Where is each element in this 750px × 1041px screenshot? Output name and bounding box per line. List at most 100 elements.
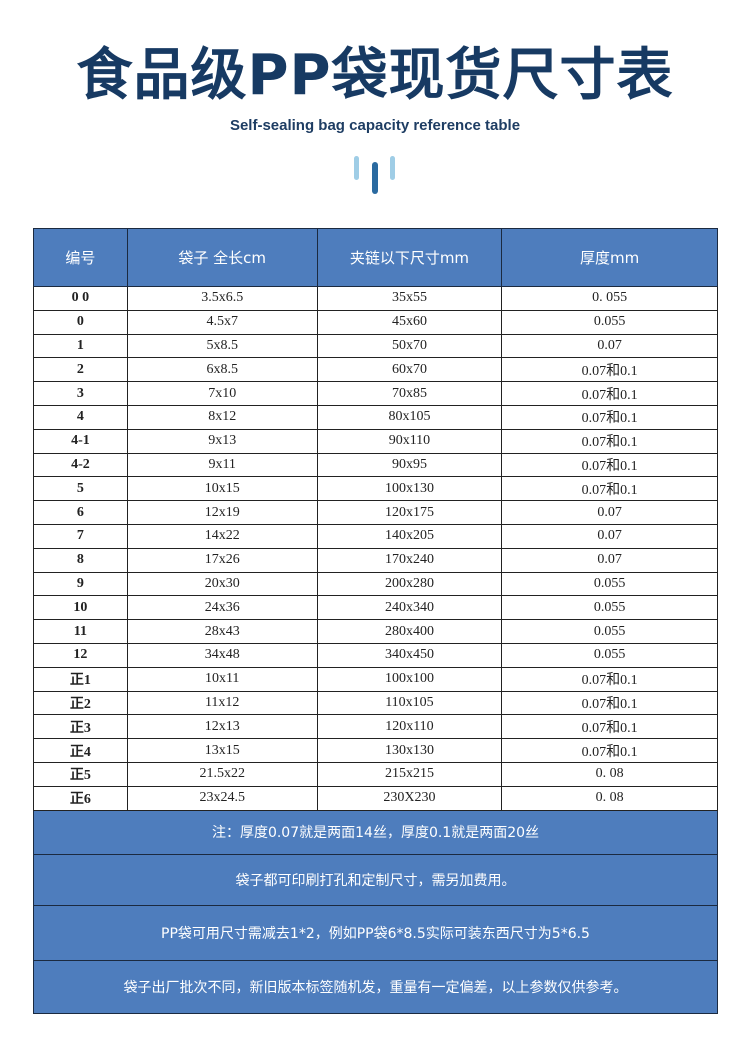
table-row: 11 28x43 280x400 0.055: [33, 619, 718, 644]
table-row: 8 17x26 170x240 0.07: [33, 547, 718, 573]
page-subtitle: Self-sealing bag capacity reference tabl…: [229, 117, 521, 134]
table-row: 4-1 9x13 90x110 0.07和0.1: [33, 428, 718, 454]
note-text: 袋子都可印刷打孔和定制尺寸，需另加费用。: [33, 853, 718, 906]
below-zipper-size-mm-cell: 200x280: [316, 571, 503, 597]
full-size-cm-cell: 17x26: [126, 547, 318, 573]
bag-id-cell: 8: [33, 547, 128, 573]
bag-id-cell: 12: [33, 642, 128, 668]
bag-id-cell: 正6: [33, 785, 128, 811]
table-row: 正5 21.5x22 215x215 0. 08: [33, 761, 718, 787]
full-size-cm-cell: 28x43: [126, 619, 318, 644]
bag-id-cell: 0 0: [33, 286, 128, 311]
full-size-cm-cell: 8x12: [126, 404, 318, 430]
column-header: 编号: [33, 228, 128, 287]
table-row: 9 20x30 200x280 0.055: [33, 571, 718, 597]
thickness-mm-cell: 0.055: [501, 619, 718, 644]
below-zipper-size-mm-cell: 170x240: [316, 547, 503, 573]
below-zipper-size-mm-cell: 100x100: [316, 666, 503, 692]
bag-id-cell: 4-2: [33, 452, 128, 478]
bag-id-cell: 5: [33, 476, 128, 502]
table-row: 7 14x22 140x205 0.07: [33, 523, 718, 549]
note-row: 袋子出厂批次不同，新旧版本标签随机发，重量有一定偏差，以上参数仅供参考。: [33, 959, 718, 1014]
thickness-mm-cell: 0. 055: [501, 286, 718, 311]
full-size-cm-cell: 7x10: [126, 381, 318, 406]
full-size-cm-cell: 5x8.5: [126, 333, 318, 359]
bag-id-cell: 9: [33, 571, 128, 597]
table-row: 正4 13x15 130x130 0.07和0.1: [33, 738, 718, 763]
bag-id-cell: 4-1: [33, 428, 128, 454]
below-zipper-size-mm-cell: 230X230: [316, 785, 503, 811]
note-row: 注：厚度0.07就是两面14丝，厚度0.1就是两面20丝: [33, 809, 718, 855]
note-row: PP袋可用尺寸需减去1*2，例如PP袋6*8.5实际可装东西尺寸为5*6.5: [33, 904, 718, 961]
bag-id-cell: 1: [33, 333, 128, 359]
table-row: 10 24x36 240x340 0.055: [33, 595, 718, 621]
bag-id-cell: 2: [33, 357, 128, 383]
below-zipper-size-mm-cell: 70x85: [316, 381, 503, 406]
column-header: 袋子 全长cm: [126, 228, 318, 287]
below-zipper-size-mm-cell: 340x450: [316, 642, 503, 668]
full-size-cm-cell: 21.5x22: [126, 761, 318, 787]
full-size-cm-cell: 4.5x7: [126, 309, 318, 335]
thickness-mm-cell: 0.07和0.1: [501, 404, 718, 430]
bag-id-cell: 7: [33, 523, 128, 549]
full-size-cm-cell: 9x11: [126, 452, 318, 478]
bag-id-cell: 11: [33, 619, 128, 644]
below-zipper-size-mm-cell: 60x70: [316, 357, 503, 383]
bag-id-cell: 正5: [33, 761, 128, 787]
below-zipper-size-mm-cell: 280x400: [316, 619, 503, 644]
table-row: 正6 23x24.5 230X230 0. 08: [33, 785, 718, 811]
thickness-mm-cell: 0.07: [501, 333, 718, 359]
below-zipper-size-mm-cell: 80x105: [316, 404, 503, 430]
thickness-mm-cell: 0. 08: [501, 785, 718, 811]
full-size-cm-cell: 12x13: [126, 714, 318, 740]
thickness-mm-cell: 0.055: [501, 309, 718, 335]
note-text: 袋子出厂批次不同，新旧版本标签随机发，重量有一定偏差，以上参数仅供参考。: [33, 959, 718, 1014]
table-row: 正3 12x13 120x110 0.07和0.1: [33, 714, 718, 740]
bag-id-cell: 6: [33, 500, 128, 525]
table-row: 4 8x12 80x105 0.07和0.1: [33, 404, 718, 430]
bag-id-cell: 正1: [33, 666, 128, 692]
thickness-mm-cell: 0.07和0.1: [501, 666, 718, 692]
full-size-cm-cell: 11x12: [126, 690, 318, 716]
column-header: 厚度mm: [501, 228, 718, 287]
thickness-mm-cell: 0.055: [501, 571, 718, 597]
thickness-mm-cell: 0.07和0.1: [501, 452, 718, 478]
thickness-mm-cell: 0.055: [501, 595, 718, 621]
bag-id-cell: 0: [33, 309, 128, 335]
full-size-cm-cell: 12x19: [126, 500, 318, 525]
full-size-cm-cell: 13x15: [126, 738, 318, 763]
table-header-row: 编号 袋子 全长cm 夹链以下尺寸mm 厚度mm: [33, 228, 718, 287]
below-zipper-size-mm-cell: 100x130: [316, 476, 503, 502]
thickness-mm-cell: 0.07: [501, 523, 718, 549]
below-zipper-size-mm-cell: 35x55: [316, 286, 503, 311]
bag-id-cell: 正4: [33, 738, 128, 763]
thickness-mm-cell: 0.07和0.1: [501, 428, 718, 454]
table-row: 4-2 9x11 90x95 0.07和0.1: [33, 452, 718, 478]
table-row: 6 12x19 120x175 0.07: [33, 500, 718, 525]
thickness-mm-cell: 0.07: [501, 547, 718, 573]
decor-bar-left: [354, 156, 359, 180]
bag-id-cell: 3: [33, 381, 128, 406]
full-size-cm-cell: 20x30: [126, 571, 318, 597]
full-size-cm-cell: 6x8.5: [126, 357, 318, 383]
below-zipper-size-mm-cell: 90x95: [316, 452, 503, 478]
thickness-mm-cell: 0.07和0.1: [501, 714, 718, 740]
thickness-mm-cell: 0. 08: [501, 761, 718, 787]
table-row: 0 0 3.5x6.5 35x55 0. 055: [33, 286, 718, 311]
thickness-mm-cell: 0.07和0.1: [501, 381, 718, 406]
bag-id-cell: 4: [33, 404, 128, 430]
below-zipper-size-mm-cell: 215x215: [316, 761, 503, 787]
full-size-cm-cell: 34x48: [126, 642, 318, 668]
full-size-cm-cell: 24x36: [126, 595, 318, 621]
below-zipper-size-mm-cell: 45x60: [316, 309, 503, 335]
full-size-cm-cell: 3.5x6.5: [126, 286, 318, 311]
bag-id-cell: 正2: [33, 690, 128, 716]
table-row: 2 6x8.5 60x70 0.07和0.1: [33, 357, 718, 383]
below-zipper-size-mm-cell: 90x110: [316, 428, 503, 454]
decor-bar-right: [390, 156, 395, 180]
table-row: 0 4.5x7 45x60 0.055: [33, 309, 718, 335]
table-row: 3 7x10 70x85 0.07和0.1: [33, 381, 718, 406]
size-table: 编号 袋子 全长cm 夹链以下尺寸mm 厚度mm 0 0 3.5x6.5 35x55 0. …: [33, 228, 718, 1014]
thickness-mm-cell: 0.07和0.1: [501, 357, 718, 383]
